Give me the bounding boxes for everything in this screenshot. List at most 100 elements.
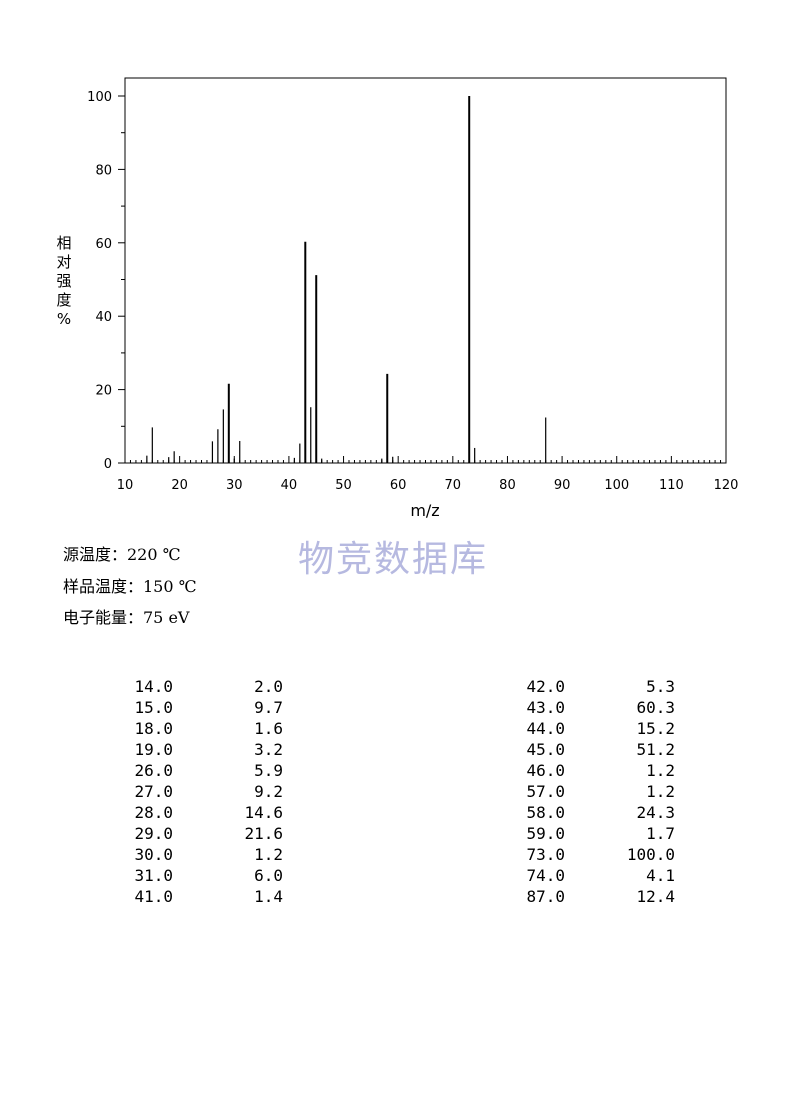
mz-value: 58.0 [526,803,565,822]
mz-value: 26.0 [134,761,173,780]
x-tick-label: 20 [171,478,188,493]
x-axis-label: m/z [410,501,439,520]
mz-value: 18.0 [134,719,173,738]
peak-table-row: 73.0 100.0 [521,844,675,865]
x-tick-label: 30 [226,478,243,493]
sample-temperature: 样品温度：150 ℃ [63,577,197,596]
mz-value: 57.0 [526,782,565,801]
intensity-value: 1.2 [254,845,283,864]
mz-value: 74.0 [526,866,565,885]
intensity-value: 21.6 [244,824,283,843]
peak-table-row: 29.0 21.6 [129,823,283,844]
mz-value: 42.0 [526,677,565,696]
intensity-value: 12.4 [636,887,675,906]
intensity-value: 6.0 [254,866,283,885]
intensity-value: 2.0 [254,677,283,696]
y-tick-label: 80 [95,163,112,178]
intensity-value: 1.2 [646,761,675,780]
peak-table-row: 45.0 51.2 [521,739,675,760]
x-tick-label: 80 [499,478,516,493]
mz-value: 44.0 [526,719,565,738]
source-temperature: 源温度：220 ℃ [63,545,181,564]
x-tick-label: 60 [390,478,407,493]
peak-table-row: 14.0 2.0 [129,676,283,697]
x-tick-label: 90 [554,478,571,493]
mz-value: 31.0 [134,866,173,885]
x-tick-label: 110 [659,478,684,493]
y-axis-label-char: 相 [56,234,71,252]
peak-table-row: 19.0 3.2 [129,739,283,760]
intensity-value: 1.4 [254,887,283,906]
peak-table-row: 57.0 1.2 [521,781,675,802]
plot-frame [124,77,727,464]
mz-value: 41.0 [134,887,173,906]
peak-table-row: 41.0 1.4 [129,886,283,907]
spectrum-peaks [146,96,547,463]
intensity-value: 9.7 [254,698,283,717]
peak-table-row: 42.0 5.3 [521,676,675,697]
intensity-value: 60.3 [636,698,675,717]
y-axis-label-char: 度 [56,291,71,309]
peak-table-row: 31.0 6.0 [129,865,283,886]
y-tick-label: 0 [104,457,112,472]
x-tick-label: 70 [445,478,462,493]
mz-value: 46.0 [526,761,565,780]
peak-table-row: 58.0 24.3 [521,802,675,823]
mz-value: 15.0 [134,698,173,717]
intensity-value: 5.9 [254,761,283,780]
y-axis-label-char: 对 [56,253,71,271]
intensity-value: 100.0 [626,845,675,864]
mz-value: 30.0 [134,845,173,864]
y-axis-label-char: 强 [56,272,71,290]
mz-value: 19.0 [134,740,173,759]
x-tick-label: 100 [604,478,629,493]
electron-energy: 电子能量：75 eV [63,608,190,627]
mz-value: 27.0 [134,782,173,801]
mz-value: 45.0 [526,740,565,759]
intensity-value: 1.2 [646,782,675,801]
peak-table-row: 18.0 1.6 [129,718,283,739]
peak-table-row: 74.0 4.1 [521,865,675,886]
mass-spectrum-chart: 10 20 30 40 50 60 70 80 90 100 110 120 0 20 40 60 80 100… [56,77,739,520]
peak-table-row: 59.0 1.7 [521,823,675,844]
y-axis-ticks: 0 20 40 60 80 100 [87,90,125,472]
intensity-value: 3.2 [254,740,283,759]
x-tick-label: 120 [714,478,739,493]
peak-table-row: 28.0 14.6 [129,802,283,823]
x-tick-label: 50 [335,478,352,493]
x-tick-label: 40 [281,478,298,493]
x-minor-ticks [129,460,722,463]
x-tick-label: 10 [117,478,134,493]
peak-table-right: 42.0 5.3 43.0 60.3 44.0 15.2 45.0 51.2 46.0 1.2 57… [521,676,675,907]
y-axis-label-char: % [57,310,71,328]
watermark: 物竞数据库 [298,539,489,580]
intensity-value: 15.2 [636,719,675,738]
mz-value: 43.0 [526,698,565,717]
intensity-value: 4.1 [646,866,675,885]
peak-table-row: 26.0 5.9 [129,760,283,781]
y-tick-label: 20 [95,384,112,399]
mz-value: 87.0 [526,887,565,906]
intensity-value: 51.2 [636,740,675,759]
peak-table-row: 43.0 60.3 [521,697,675,718]
intensity-value: 1.7 [646,824,675,843]
mz-value: 29.0 [134,824,173,843]
intensity-value: 9.2 [254,782,283,801]
peak-table-row: 15.0 9.7 [129,697,283,718]
y-tick-label: 100 [87,90,112,105]
y-tick-label: 60 [95,237,112,252]
intensity-value: 1.6 [254,719,283,738]
mz-value: 59.0 [526,824,565,843]
intensity-value: 24.3 [636,803,675,822]
mz-value: 14.0 [134,677,173,696]
mz-value: 73.0 [526,845,565,864]
peak-table-row: 46.0 1.2 [521,760,675,781]
x-axis-ticks: 10 20 30 40 50 60 70 80 90 100 110 120 [117,456,739,493]
peak-table-row: 27.0 9.2 [129,781,283,802]
y-tick-label: 40 [95,310,112,325]
peak-table-row: 87.0 12.4 [521,886,675,907]
intensity-value: 5.3 [646,677,675,696]
peak-table-row: 44.0 15.2 [521,718,675,739]
peak-table-left: 14.0 2.0 15.0 9.7 18.0 1.6 19.0 3.2 26.0 5.9 27.0 9… [129,676,283,907]
mz-value: 28.0 [134,803,173,822]
